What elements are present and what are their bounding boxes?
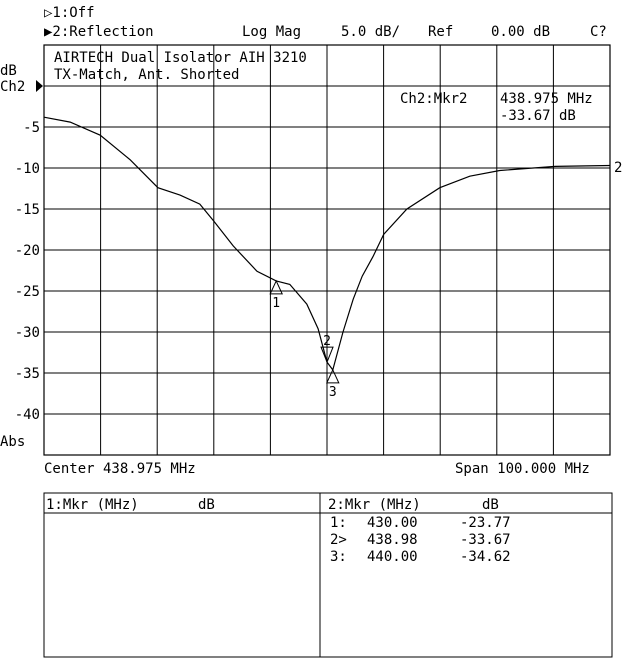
row-freq: 438.98 xyxy=(367,532,418,548)
y-tick-label: -30 xyxy=(15,325,40,341)
marker-table: 1:Mkr (MHz) dB 2:Mkr (MHz) dB 1: 430.00 … xyxy=(43,492,613,658)
y-unit-label: dB xyxy=(0,63,17,79)
row-marker-id: 3: xyxy=(330,549,347,565)
marker-label: 2 xyxy=(323,334,331,349)
row-marker-id: 2> xyxy=(330,532,347,548)
active-marker-label: Ch2:Mkr2 xyxy=(400,91,467,107)
marker-triangle-down-icon xyxy=(320,346,334,364)
trace-label: 2 xyxy=(614,160,622,176)
y-tick-label: -35 xyxy=(15,366,40,382)
trace-line xyxy=(43,116,611,372)
table-row: 3: 440.00 -34.62 xyxy=(330,549,511,565)
active-marker-value: -33.67 dB xyxy=(500,108,576,124)
y-tick-label: -20 xyxy=(15,243,40,259)
row-marker-id: 1: xyxy=(330,515,347,531)
row-freq: 430.00 xyxy=(367,515,418,531)
marker-3[interactable]: 3 xyxy=(326,368,340,400)
span-frequency: Span 100.000 MHz xyxy=(455,461,590,477)
marker-1[interactable]: 1 xyxy=(269,279,283,311)
y-tick-label: -15 xyxy=(15,202,40,218)
row-db: -23.77 xyxy=(460,515,511,531)
triangle-right-icon xyxy=(36,80,43,92)
ch1-table-header: 1:Mkr (MHz) xyxy=(46,497,139,513)
ref-value: 0.00 dB xyxy=(491,24,550,40)
channel1-status: ▷1:Off xyxy=(44,5,95,21)
active-marker-freq: 438.975 MHz xyxy=(500,91,593,107)
y-tick-label: -5 xyxy=(23,120,40,136)
y-tick-labels: -5 -10 -15 -20 -25 -30 -35 -40 xyxy=(15,120,40,423)
channel2-status: ▶2:Reflection xyxy=(44,24,154,40)
y-tick-label: -40 xyxy=(15,407,40,423)
y-tick-label: -10 xyxy=(15,161,40,177)
ch2-table-unit: dB xyxy=(482,497,499,513)
cal-status: C? xyxy=(590,24,607,40)
table-row: 2> 438.98 -33.67 xyxy=(330,532,511,548)
marker-label: 3 xyxy=(329,385,337,400)
marker-triangle-up-icon xyxy=(326,368,340,384)
plot-grid xyxy=(43,44,611,456)
mode-label: Abs xyxy=(0,434,25,450)
y-tick-label: -25 xyxy=(15,284,40,300)
marker-label: 1 xyxy=(272,296,280,311)
row-freq: 440.00 xyxy=(367,549,418,565)
row-db: -34.62 xyxy=(460,549,511,565)
center-frequency: Center 438.975 MHz xyxy=(44,461,196,477)
channel-label: Ch2 xyxy=(0,79,25,95)
title-line-1: AIRTECH Dual Isolator AIH 3210 xyxy=(54,50,307,66)
markers: 1 2 3 xyxy=(269,279,340,400)
format-label: Log Mag xyxy=(242,24,301,40)
marker-triangle-up-icon xyxy=(269,279,283,295)
row-db: -33.67 xyxy=(460,532,511,548)
title-line-2: TX-Match, Ant. Shorted xyxy=(54,67,239,83)
table-row: 1: 430.00 -23.77 xyxy=(330,515,511,531)
scale-label: 5.0 dB/ xyxy=(341,24,400,40)
ch1-table-unit: dB xyxy=(198,497,215,513)
ch2-table-header: 2:Mkr (MHz) xyxy=(328,497,421,513)
ref-label: Ref xyxy=(428,24,453,40)
marker-2[interactable]: 2 xyxy=(320,334,334,364)
